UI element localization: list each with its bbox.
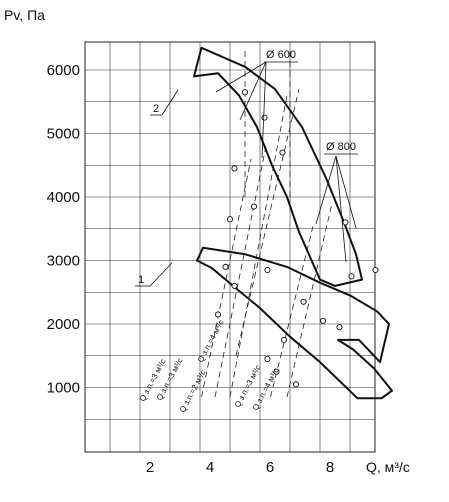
data-point [336, 324, 343, 331]
region-outline-1 [196, 246, 393, 400]
data-point [279, 149, 286, 156]
leader-600 [215, 61, 267, 93]
flow-lines [201, 88, 333, 398]
y-tick-label: 4000 [47, 189, 80, 206]
y-tick-label: 2000 [47, 316, 80, 333]
x-tick-label: 8 [326, 459, 334, 476]
data-point [348, 273, 355, 280]
data-point [372, 266, 379, 274]
x-tick-label: 4 [206, 459, 214, 476]
data-point [261, 114, 268, 121]
data-point [250, 203, 258, 210]
data-point [214, 311, 222, 318]
flow-line [286, 203, 333, 398]
y-tick-labels: 1000 2000 3000 4000 5000 6000 [47, 62, 80, 397]
x-tick-labels: 2 4 6 8 [146, 459, 334, 476]
leader-600 [239, 61, 267, 121]
flow-line [235, 88, 300, 356]
flow-line-label: Q з.п.=2 м³/с [178, 369, 208, 414]
x-tick-label: 2 [146, 459, 154, 476]
leader-600 [261, 61, 267, 159]
y-tick-label: 1000 [47, 380, 80, 397]
data-point [319, 317, 327, 324]
data-point [292, 381, 300, 388]
data-point [241, 89, 249, 96]
data-point [300, 298, 307, 305]
y-axis-title: Pv, Па [4, 7, 45, 23]
leader-800 [335, 155, 357, 229]
data-point [231, 165, 238, 172]
flow-line [214, 146, 267, 398]
region-label-800: Ø 800 [326, 141, 356, 153]
leader-2 [161, 89, 179, 116]
leader-800 [315, 155, 337, 225]
grid [84, 41, 376, 453]
data-points [214, 89, 379, 388]
leader-1 [149, 262, 173, 287]
flow-line-labels: Q з.п.=3 м³/сQ з.п.=3 м³/сQ з.п.=2 м³/сQ… [138, 319, 281, 414]
leader-800 [335, 155, 347, 263]
region-outline-0 [193, 46, 363, 287]
x-tick-label: 6 [266, 459, 274, 476]
curve-number-2: 2 [153, 103, 159, 115]
data-point [264, 266, 271, 274]
data-point [264, 355, 271, 362]
leader-lines [135, 61, 358, 287]
data-point [231, 282, 238, 289]
data-point [280, 336, 288, 343]
data-point [226, 216, 234, 223]
performance-regions [193, 46, 393, 400]
y-tick-label: 6000 [47, 62, 80, 79]
data-point [222, 263, 229, 270]
region-label-600: Ø 600 [266, 49, 296, 61]
flow-line [201, 158, 252, 398]
data-point [342, 219, 349, 226]
flow-line [229, 95, 288, 398]
y-tick-label: 3000 [47, 253, 80, 270]
vertical-dashed-lines [244, 50, 291, 197]
data-point [273, 368, 280, 375]
curve-number-1: 1 [138, 274, 144, 286]
x-axis-title: Q, м³/с [366, 459, 410, 475]
y-tick-label: 5000 [47, 126, 80, 143]
